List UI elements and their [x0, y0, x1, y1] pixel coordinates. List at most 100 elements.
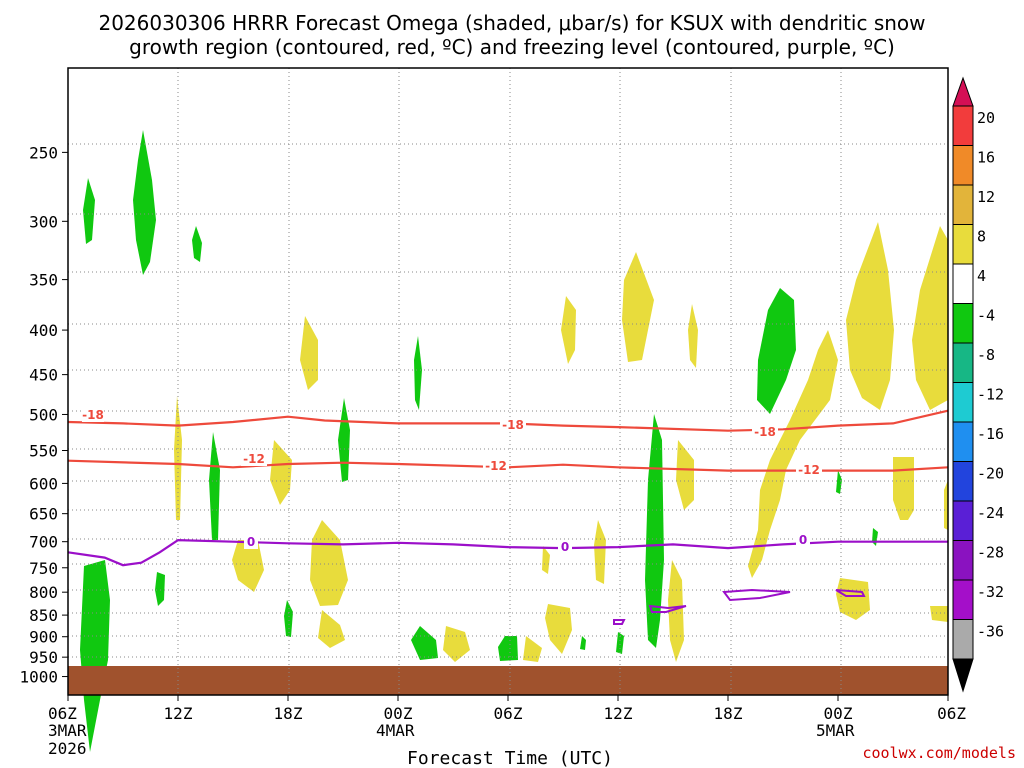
- y-tick-label: 750: [29, 559, 58, 578]
- colorbar-label: -20: [977, 465, 1004, 483]
- omega-region: [318, 610, 345, 648]
- y-tick-label: 800: [29, 583, 58, 602]
- x-axis-label: Forecast Time (UTC): [407, 748, 613, 768]
- colorbar-label: -12: [977, 386, 1004, 404]
- x-tick-label: 06Z: [937, 704, 966, 723]
- colorbar-label: -4: [977, 307, 995, 325]
- colorbar-swatch: [952, 540, 974, 581]
- omega-region: [192, 226, 202, 262]
- omega-region: [232, 540, 264, 592]
- y-tick-label: 550: [29, 442, 58, 461]
- colorbar-label: -28: [977, 544, 1004, 562]
- y-tick-label: 1000: [19, 668, 58, 687]
- omega-region: [209, 432, 220, 540]
- omega-region: [284, 600, 293, 637]
- contour-labels: -18 -18 -18 -12 -12 -12 0 0 0: [82, 408, 822, 554]
- omega-region: [645, 414, 664, 648]
- colorbar-swatch: [952, 382, 974, 423]
- freezing-contour-fragments: [613, 588, 866, 625]
- omega-region: [622, 252, 654, 362]
- omega-region: [580, 636, 586, 650]
- colorbar-swatch: [952, 461, 974, 502]
- svg-text:-12: -12: [243, 452, 265, 466]
- y-tick-label: 850: [29, 606, 58, 625]
- svg-text:0: 0: [247, 535, 255, 549]
- colorbar-bottom-cap: [952, 658, 974, 693]
- x-tick-label: 06Z: [48, 704, 77, 723]
- y-tick-label: 400: [29, 321, 58, 340]
- x-tick-label: 00Z: [384, 704, 413, 723]
- colorbar-swatch: [952, 421, 974, 462]
- omega-region: [846, 222, 894, 410]
- y-tick-label: 950: [29, 648, 58, 667]
- svg-text:-18: -18: [502, 418, 524, 432]
- y-tick-label: 250: [29, 143, 58, 162]
- y-tick-label: 300: [29, 212, 58, 231]
- chart-title-line2: growth region (contoured, red, ºC) and f…: [129, 35, 895, 59]
- omega-region: [912, 226, 948, 410]
- omega-region: [944, 480, 948, 530]
- colorbar-label: -8: [977, 346, 995, 364]
- omega-region: [338, 398, 350, 482]
- omega-region: [174, 396, 182, 520]
- colorbar-swatch: [952, 224, 974, 265]
- omega-shading: [80, 130, 948, 752]
- omega-region: [83, 178, 95, 244]
- y-tick-label: 600: [29, 474, 58, 493]
- y-tick-label: 500: [29, 405, 58, 424]
- colorbar-swatch: [952, 342, 974, 383]
- credit-text: coolwx.com/models: [862, 744, 1016, 762]
- colorbar-label: -24: [977, 504, 1004, 522]
- x-date-label: 3MAR: [48, 721, 87, 740]
- omega-region: [523, 636, 542, 662]
- colorbar-swatch: [952, 619, 974, 660]
- omega-region: [545, 604, 572, 654]
- y-tick-label: 700: [29, 533, 58, 552]
- omega-region: [411, 626, 438, 660]
- omega-region: [757, 288, 796, 414]
- x-year-label: 2026: [48, 739, 87, 758]
- omega-region: [561, 296, 576, 364]
- colorbar-label: -16: [977, 425, 1004, 443]
- omega-region: [930, 606, 948, 622]
- svg-text:-18: -18: [754, 425, 776, 439]
- omega-region: [893, 457, 914, 520]
- colorbar-swatch: [952, 145, 974, 186]
- omega-region: [676, 440, 694, 510]
- colorbar-label: -32: [977, 583, 1004, 601]
- colorbar-label: 16: [977, 149, 995, 167]
- x-date-label: 5MAR: [816, 721, 855, 740]
- svg-text:-12: -12: [798, 463, 820, 477]
- omega-region: [310, 520, 348, 606]
- x-tick-label: 12Z: [604, 704, 633, 723]
- colorbar-swatch: [952, 184, 974, 225]
- svg-text:-12: -12: [485, 459, 507, 473]
- y-tick-label: 450: [29, 366, 58, 385]
- x-date-label: 4MAR: [376, 721, 415, 740]
- svg-text:0: 0: [799, 533, 807, 547]
- svg-text:-18: -18: [82, 408, 104, 422]
- colorbar-swatch: [952, 579, 974, 620]
- terrain-fill: [68, 666, 948, 695]
- chart-title-line1: 2026030306 HRRR Forecast Omega (shaded, …: [98, 11, 925, 35]
- colorbar-label: 4: [977, 267, 986, 285]
- contour-2: [67, 538, 948, 567]
- x-tick-label: 06Z: [494, 704, 523, 723]
- omega-region: [498, 636, 518, 661]
- colorbar-swatch: [952, 500, 974, 541]
- omega-region: [414, 336, 422, 410]
- y-tick-label: 650: [29, 505, 58, 524]
- x-tick-label: 00Z: [824, 704, 853, 723]
- omega-region: [542, 546, 550, 574]
- colorbar-label: 12: [977, 188, 995, 206]
- grid: [68, 68, 948, 695]
- omega-region: [80, 560, 110, 752]
- x-tick-label: 18Z: [714, 704, 743, 723]
- colorbar-label: 8: [977, 228, 986, 246]
- omega-region: [748, 330, 838, 578]
- y-tick-label: 350: [29, 271, 58, 290]
- colorbar-label: -36: [977, 623, 1004, 641]
- omega-region: [616, 632, 624, 654]
